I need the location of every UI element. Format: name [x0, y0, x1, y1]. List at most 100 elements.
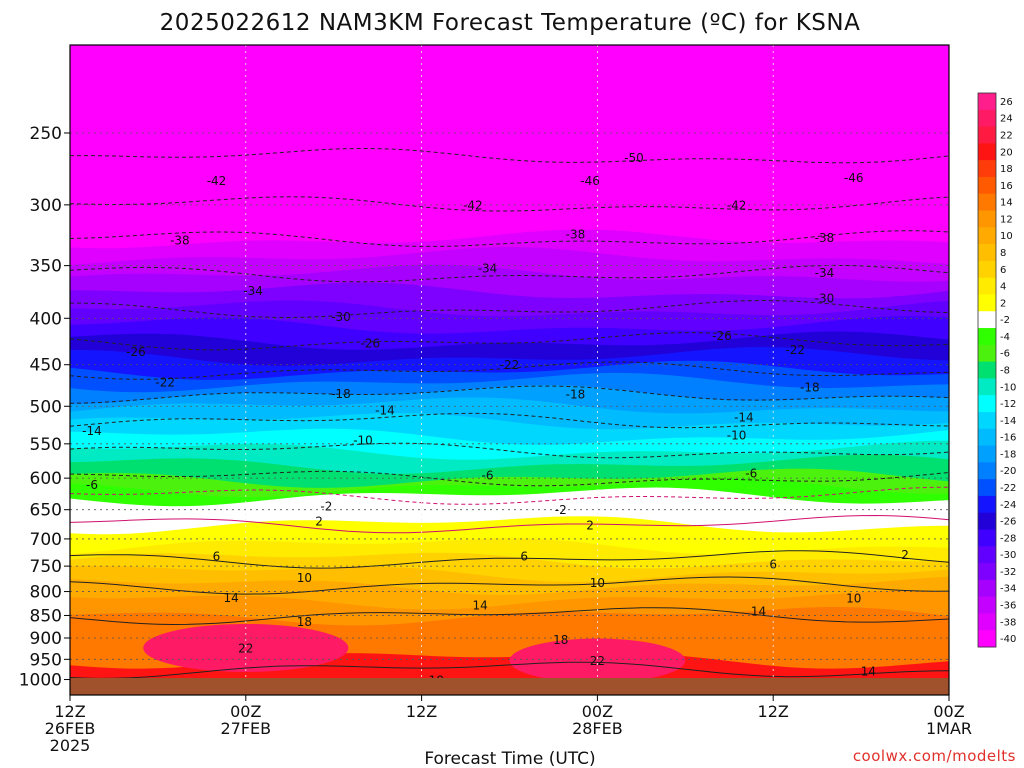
colorbar-swatch: [978, 395, 996, 413]
contour-label: 10: [590, 576, 605, 590]
contour-label-text: -42: [727, 198, 747, 212]
colorbar-swatch: [978, 479, 996, 497]
isotherm-line: [70, 332, 949, 351]
y-tick-label: 500: [30, 397, 62, 417]
colorbar-frame: [977, 92, 997, 648]
colorbar-swatch: [978, 378, 996, 396]
colorbar-label: 26: [1000, 97, 1013, 108]
colorbar-swatch: [978, 328, 996, 346]
contour-label-text: 2: [586, 519, 594, 533]
colorbar-label: -8: [1000, 366, 1010, 377]
y-tick-label: 900: [30, 629, 62, 649]
y-tick-label: 700: [30, 530, 62, 550]
contour-label-text: -22: [155, 375, 175, 389]
contour-label: 14: [473, 599, 488, 613]
contour-label: -42: [207, 174, 227, 188]
contour-label-text: -38: [815, 231, 835, 245]
isotherm-line: [70, 514, 949, 534]
isotherm-line: [70, 550, 949, 569]
colorbar-label: -24: [1000, 500, 1016, 511]
contour-label: -38: [566, 227, 586, 241]
y-tick-label: 450: [30, 356, 62, 376]
contour-label: 22: [238, 641, 253, 655]
colorbar-label: 2: [1000, 298, 1006, 309]
colorbar-swatch: [978, 630, 996, 648]
contour-label-text: -34: [815, 266, 835, 280]
y-tick-label: 850: [30, 606, 62, 626]
contour-label: -34: [815, 266, 835, 280]
x-tick-label: 00Z: [230, 702, 261, 721]
y-axis: 250 300 350 400 450 500 550 600 650 700 750 800 850 9…: [19, 124, 70, 691]
contour-label: 2: [586, 519, 594, 533]
contour-label: -18: [800, 380, 820, 394]
isotherm-line: [70, 661, 949, 679]
colorbar-swatch: [978, 428, 996, 447]
contour-label-text: -10: [353, 434, 373, 448]
x-tick-label: 26FEB: [45, 719, 96, 738]
colorbar-swatch: [978, 210, 996, 228]
contour-label: -6: [745, 466, 757, 480]
colorbar-label: -30: [1000, 550, 1016, 561]
contour-label: -2: [320, 500, 332, 514]
contour-label-text: -6: [482, 468, 494, 482]
x-tick-label: 27FEB: [220, 719, 271, 738]
colorbar-label: 16: [1000, 181, 1013, 192]
colorbar-swatch: [978, 411, 996, 430]
colorbar-label: -34: [1000, 584, 1016, 595]
contour-label-text: -18: [800, 380, 820, 394]
contour-label-text: -38: [170, 234, 190, 248]
colorbar-label: 10: [1000, 231, 1013, 242]
plot-area: -50-46 -46-42-42 -42-38 -38 -38-34-34 -34-30-…: [70, 45, 949, 695]
colorbar-label: 4: [1000, 282, 1006, 293]
x-tick-label: 28FEB: [572, 719, 623, 738]
contour-label-text: -34: [243, 284, 263, 298]
colorbar-swatch: [978, 529, 996, 547]
colorbar-swatch: [978, 143, 996, 161]
colorbar: 26 24 22 20 18 16 14 12 10 8 6 4 2 -2 -4 -6 -8 -10 -12 -14 -…: [977, 92, 1016, 648]
plot-frame: [69, 44, 950, 696]
colorbar-label: -14: [1000, 416, 1016, 427]
contour-label-text: 6: [769, 558, 777, 572]
contour-label: 2: [315, 515, 323, 529]
y-tick-label: 950: [30, 650, 62, 670]
colorbar-swatch: [978, 294, 996, 312]
contour-label-text: 22: [590, 654, 605, 668]
contour-label-text: -14: [82, 424, 102, 438]
contour-label: 22: [590, 654, 605, 668]
contour-label-text: -42: [463, 198, 483, 212]
contour-label: -22: [155, 375, 175, 389]
fine-contours: [70, 147, 949, 679]
contour-label-text: 2: [901, 548, 909, 562]
contour-label-text: 14: [473, 599, 488, 613]
contour-label-text: -42: [207, 174, 227, 188]
contour-label: -14: [82, 424, 102, 438]
contour-label: 10: [846, 591, 861, 605]
contour-label-text: 18: [553, 633, 568, 647]
terrain-surface: [70, 678, 949, 695]
contour-label: -22: [785, 343, 805, 357]
contour-label-text: 14: [224, 591, 239, 605]
y-tick-label: 750: [30, 557, 62, 577]
colorbar-label: 8: [1000, 248, 1006, 259]
contour-label: -6: [482, 468, 494, 482]
colorbar-label: 18: [1000, 164, 1013, 175]
colorbar-label: -40: [1000, 634, 1016, 645]
colorbar-label: 22: [1000, 130, 1013, 141]
x-tick-label: 12Z: [758, 702, 789, 721]
contour-label: -34: [478, 261, 498, 275]
contour-label-text: 6: [520, 549, 528, 563]
warm-pocket: [143, 623, 349, 672]
colorbar-swatch: [978, 344, 996, 363]
contour-label-text: -34: [478, 261, 498, 275]
colorbar-label: -2: [1000, 315, 1010, 326]
contour-label: -18: [331, 387, 351, 401]
contour-label-text: 2: [315, 515, 323, 529]
colorbar-label: -22: [1000, 483, 1016, 494]
x-tick-label: 1MAR: [926, 719, 972, 738]
contour-label: -42: [727, 198, 747, 212]
y-tick-label: 250: [30, 124, 62, 144]
colorbar-label: -32: [1000, 567, 1016, 578]
colorbar-label: -20: [1000, 466, 1016, 477]
contour-label-text: -26: [361, 337, 381, 351]
